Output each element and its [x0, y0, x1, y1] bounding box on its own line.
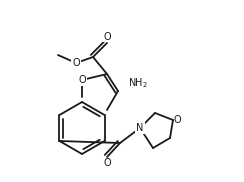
Text: N: N: [136, 123, 144, 133]
Text: O: O: [103, 32, 111, 42]
Text: O: O: [174, 115, 182, 125]
Text: O: O: [103, 158, 111, 168]
Text: O: O: [78, 75, 86, 85]
Text: NH$_2$: NH$_2$: [128, 76, 148, 90]
Text: O: O: [72, 58, 80, 68]
